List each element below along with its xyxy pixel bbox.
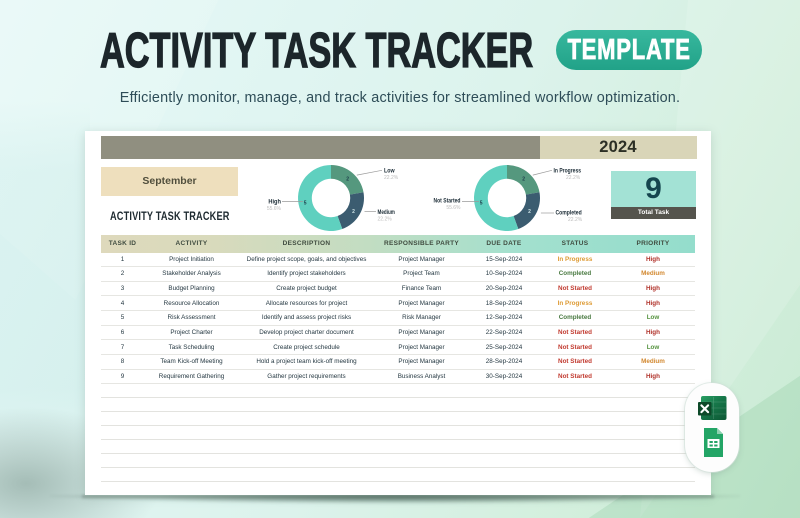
svg-text:In Progress: In Progress	[554, 169, 582, 175]
svg-text:22.2%: 22.2%	[566, 175, 581, 181]
svg-text:Medium: Medium	[378, 210, 395, 216]
svg-text:Completed: Completed	[556, 211, 582, 217]
svg-text:2: 2	[346, 176, 349, 182]
svg-text:55.6%: 55.6%	[446, 205, 461, 211]
svg-text:2: 2	[528, 209, 531, 215]
svg-text:2: 2	[352, 209, 355, 215]
svg-text:5: 5	[304, 201, 307, 207]
svg-text:22.2%: 22.2%	[568, 217, 583, 223]
svg-text:Not Started: Not Started	[434, 199, 461, 205]
svg-text:55.6%: 55.6%	[267, 206, 282, 212]
svg-text:22.2%: 22.2%	[378, 217, 393, 223]
svg-text:High: High	[268, 200, 281, 206]
svg-text:Low: Low	[384, 169, 395, 175]
svg-text:5: 5	[480, 201, 483, 207]
svg-text:22.2%: 22.2%	[384, 175, 399, 181]
svg-text:2: 2	[522, 176, 525, 182]
